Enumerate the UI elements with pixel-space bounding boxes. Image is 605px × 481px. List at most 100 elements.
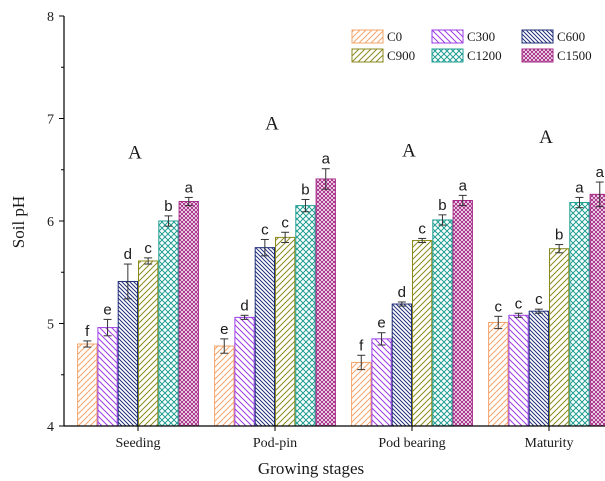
bar [214, 345, 235, 427]
bar [275, 236, 296, 427]
bar [158, 220, 179, 427]
group-letter: A [539, 127, 553, 148]
error-bar [357, 354, 366, 371]
legend-item: C1200 [431, 48, 502, 63]
bar [488, 321, 509, 427]
bar [351, 361, 372, 427]
y-tick: 6 [47, 215, 64, 230]
bar [178, 201, 199, 427]
significance-letter: c [515, 295, 523, 312]
error-bar [281, 231, 290, 244]
error-bar [260, 238, 269, 257]
error-bar [103, 318, 112, 337]
significance-letter: e [220, 321, 228, 338]
significance-letter: a [459, 177, 468, 194]
legend-swatch [521, 48, 554, 63]
x-tick-label: Pod bearing [378, 436, 445, 451]
legend-item: C1500 [521, 48, 592, 63]
error-bar [164, 215, 173, 227]
bar [569, 202, 590, 427]
x-axis: Seeding Pod-pin Pod bearing Maturity [115, 426, 574, 451]
significance-letter: e [377, 315, 385, 332]
y-tick: 7 [47, 113, 64, 128]
significance-letter: d [124, 246, 132, 263]
x-axis-label: Growing stages [258, 459, 364, 478]
legend-item: C600 [521, 29, 585, 44]
legend-item: C0 [351, 29, 402, 44]
legend-swatch [521, 29, 554, 44]
significance-letter: a [596, 164, 605, 181]
y-tick: 4 [47, 420, 64, 435]
legend-item: C900 [351, 48, 415, 63]
error-bar [321, 168, 330, 190]
bar [589, 193, 605, 427]
legend-swatch [351, 48, 384, 63]
bar [432, 219, 453, 427]
error-bar [534, 308, 543, 314]
significance-letter: a [322, 151, 331, 168]
significance-letter: b [555, 227, 563, 244]
bar [138, 260, 159, 427]
significance-letter: c [535, 291, 543, 308]
error-bar [301, 198, 310, 213]
legend-swatch [351, 29, 384, 44]
error-bar [220, 338, 229, 354]
error-bar [418, 237, 427, 244]
bar [97, 327, 118, 427]
group-letter: A [402, 140, 416, 161]
y-axis-label: Soil pH [9, 196, 28, 248]
x-tick-label: Pod-pin [253, 436, 297, 451]
bar [508, 314, 529, 427]
error-bar [83, 340, 92, 348]
significance-letter: b [164, 198, 172, 215]
y-axis: 4 5 6 7 8 [47, 10, 64, 435]
bar [371, 338, 392, 427]
bar [528, 310, 550, 427]
error-bar [123, 263, 132, 300]
bar [117, 280, 138, 427]
y-tick-label: 7 [47, 113, 54, 128]
group-letter: A [128, 142, 142, 163]
bar [549, 248, 570, 427]
error-bar [595, 181, 604, 208]
y-tick-label: 5 [47, 318, 54, 333]
significance-letter: d [240, 297, 248, 314]
legend-label: C900 [387, 48, 415, 63]
bar [391, 303, 413, 427]
error-bar [184, 196, 193, 207]
significance-letter: c [418, 220, 426, 237]
legend-swatch [431, 48, 464, 63]
error-bar [575, 196, 584, 209]
y-tick-label: 4 [47, 420, 54, 435]
significance-letter: d [398, 284, 406, 301]
legend-item: C300 [431, 29, 495, 44]
error-bar [144, 257, 153, 265]
bar [254, 247, 275, 427]
error-bar [555, 244, 564, 254]
significance-letter: c [281, 214, 289, 231]
x-tick-label: Maturity [525, 436, 574, 451]
legend-label: C1500 [557, 48, 592, 63]
bar [452, 200, 473, 427]
bar [315, 178, 336, 427]
error-bar [240, 314, 249, 320]
error-bar [438, 214, 447, 226]
error-bar [458, 194, 467, 207]
legend-label: C600 [557, 29, 585, 44]
significance-letter: c [261, 221, 269, 238]
x-tick-label: Seeding [115, 436, 160, 451]
error-bar [397, 301, 406, 307]
bar [412, 239, 433, 427]
bar [295, 205, 316, 427]
significance-letter: f [85, 323, 90, 340]
legend-label: C0 [387, 29, 402, 44]
bar [234, 316, 255, 427]
significance-letter: a [575, 179, 584, 196]
legend-label: C300 [467, 29, 495, 44]
